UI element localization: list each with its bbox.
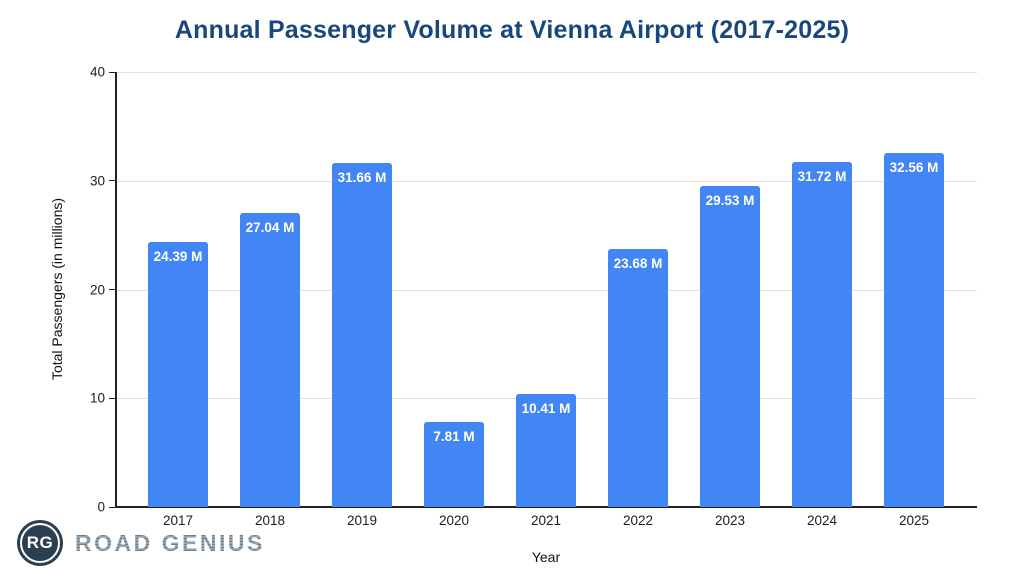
chart-title: Annual Passenger Volume at Vienna Airpor…	[174, 16, 850, 44]
bar-2018: 27.04 M	[240, 212, 300, 507]
y-axis-tick-labels: 0 10 20 30 40	[0, 65, 105, 515]
bar-slot-2019: 31.66 M	[316, 72, 408, 507]
bar-slot-2017: 24.39 M	[132, 72, 224, 507]
bar-value-label-2019: 31.66 M	[337, 169, 387, 185]
bar-slot-2021: 10.41 M	[500, 72, 592, 507]
bar-value-label-2021: 10.41 M	[521, 400, 571, 416]
x-tick-label-2024: 2024	[806, 513, 838, 528]
bar-slot-2023: 29.53 M	[684, 72, 776, 507]
bar-value-label-2017: 24.39 M	[153, 248, 203, 264]
x-tick-label-2018: 2018	[254, 513, 286, 528]
plot-area: 24.39 M 27.04 M 31.66 M 7.81 M 10.41 M 23.68 …	[109, 71, 977, 508]
y-tick-label-0: 0	[97, 499, 105, 515]
bar-slot-2020: 7.81 M	[408, 72, 500, 507]
logo-monogram-text: RG	[26, 533, 54, 552]
bar-value-label-2023: 29.53 M	[705, 192, 755, 208]
gridline-20	[115, 289, 977, 291]
bar-2025: 32.56 M	[884, 152, 944, 507]
y-tick-label-20: 20	[89, 282, 105, 297]
bars-container: 24.39 M 27.04 M 31.66 M 7.81 M 10.41 M 23.68 …	[132, 72, 960, 507]
y-tick-label-30: 30	[89, 173, 105, 189]
bar-value-label-2025: 32.56 M	[889, 159, 939, 175]
bar-slot-2025: 32.56 M	[868, 72, 960, 507]
gridline-30	[115, 180, 977, 182]
y-tick-label-10: 10	[89, 390, 105, 406]
bar-2021: 10.41 M	[516, 393, 576, 507]
y-tick-label-40: 40	[89, 64, 105, 80]
bar-2017: 24.39 M	[148, 241, 208, 507]
bar-slot-2024: 31.72 M	[776, 72, 868, 507]
logo-wordmark: ROAD GENIUS	[75, 529, 265, 556]
x-tick-label-2017: 2017	[162, 513, 194, 528]
x-tick-label-2020: 2020	[438, 513, 470, 528]
road-genius-logo: RG ROAD GENIUS	[17, 520, 265, 566]
x-axis-title: Year	[531, 549, 561, 565]
y-tick-mark-10	[109, 397, 115, 399]
bar-slot-2018: 27.04 M	[224, 72, 316, 507]
bar-2024: 31.72 M	[792, 162, 852, 507]
x-tick-label-2025: 2025	[898, 513, 930, 528]
bar-2023: 29.53 M	[700, 185, 760, 507]
x-axis-tick-labels: 2017 2018 2019 2020 2021 2022 2023 2024 2025	[132, 513, 960, 531]
x-tick-label-2021: 2021	[530, 513, 562, 528]
bar-value-label-2024: 31.72 M	[797, 169, 847, 185]
y-tick-mark-30	[109, 180, 115, 182]
x-tick-label-2022: 2022	[622, 513, 654, 528]
x-axis-line	[115, 506, 977, 508]
gridline-40	[115, 72, 977, 73]
x-tick-label-2019: 2019	[346, 513, 378, 528]
bar-value-label-2018: 27.04 M	[245, 219, 295, 235]
bar-slot-2022: 23.68 M	[592, 72, 684, 507]
bar-2019: 31.66 M	[332, 162, 392, 507]
bar-2020: 7.81 M	[424, 422, 484, 507]
bar-2022: 23.68 M	[608, 249, 668, 507]
y-tick-mark-0	[109, 506, 115, 508]
y-tick-mark-20	[109, 289, 115, 290]
bar-value-label-2020: 7.81 M	[433, 429, 475, 445]
bar-value-label-2022: 23.68 M	[613, 256, 663, 272]
rg-monogram-icon: RG	[17, 520, 63, 566]
y-axis-line	[115, 72, 117, 507]
x-tick-label-2023: 2023	[714, 513, 746, 528]
y-tick-mark-40	[109, 71, 115, 73]
